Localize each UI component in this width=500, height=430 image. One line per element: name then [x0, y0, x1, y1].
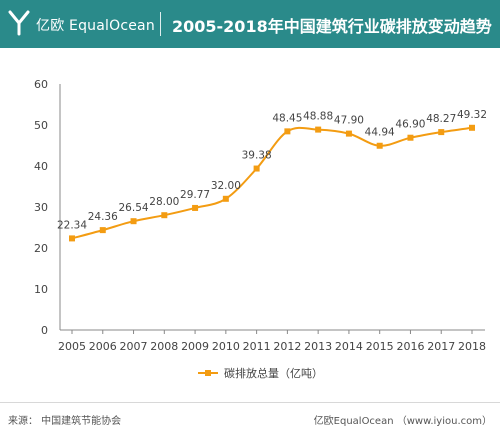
data-point: [345, 130, 352, 137]
data-label: 48.27: [426, 113, 456, 125]
data-point: [315, 126, 322, 133]
y-tick-label: 0: [41, 324, 48, 337]
equalocean-logo-icon: [8, 10, 30, 36]
data-label: 32.00: [211, 180, 241, 192]
data-label: 24.36: [88, 211, 118, 223]
data-point: [99, 227, 106, 234]
data-label: 48.45: [272, 112, 302, 124]
source-note: 来源： 中国建筑节能协会: [8, 416, 122, 427]
header-divider: [160, 12, 161, 36]
data-point: [284, 128, 291, 135]
data-label: 26.54: [119, 202, 149, 214]
x-tick-label: 2012: [273, 340, 301, 353]
data-label: 44.94: [365, 127, 395, 139]
chart-title: 2005-2018年中国建筑行业碳排放变动趋势: [172, 17, 492, 36]
x-tick-label: 2007: [120, 340, 148, 353]
y-tick-label: 20: [34, 242, 48, 255]
legend: 碳排放总量（亿吨）: [198, 366, 323, 380]
data-label: 22.34: [57, 219, 87, 231]
data-label: 46.90: [395, 119, 425, 131]
x-tick-label: 2006: [89, 340, 117, 353]
x-tick-label: 2016: [396, 340, 424, 353]
brand-name: 亿欧 EqualOcean: [36, 18, 155, 34]
y-tick-label: 30: [34, 201, 48, 214]
data-point: [130, 218, 137, 225]
data-label: 47.90: [334, 115, 364, 127]
x-tick-label: 2008: [150, 340, 178, 353]
data-label: 48.88: [303, 111, 333, 123]
y-tick-label: 10: [34, 283, 48, 296]
y-tick-label: 60: [34, 78, 48, 91]
data-label: 49.32: [457, 109, 487, 121]
x-tick-label: 2014: [335, 340, 363, 353]
data-label: 29.77: [180, 189, 210, 201]
x-tick-label: 2009: [181, 340, 209, 353]
data-point: [438, 129, 445, 136]
data-point: [253, 165, 260, 172]
x-tick-label: 2015: [366, 340, 394, 353]
x-tick-label: 2018: [458, 340, 486, 353]
data-point: [192, 204, 199, 211]
y-axis: 0 10 20 30 40 50 60: [34, 78, 61, 337]
data-point: [161, 212, 168, 219]
data-point: [69, 235, 75, 242]
data-label: 39.38: [242, 150, 272, 162]
data-point: [222, 195, 229, 202]
data-point: [407, 134, 414, 141]
x-tick-label: 2005: [58, 340, 86, 353]
x-tick-label: 2010: [212, 340, 240, 353]
y-tick-label: 50: [34, 119, 48, 132]
legend-label: 碳排放总量（亿吨）: [224, 366, 323, 380]
header-bar: 亿欧 EqualOcean 2005-2018年中国建筑行业碳排放变动趋势: [0, 0, 500, 48]
data-point: [469, 124, 475, 131]
data-point: [376, 142, 383, 149]
legend-swatch-marker: [205, 370, 211, 376]
x-axis: 2005 2006 2007 2008 2009 2010 2011 2012 2013 2014…: [58, 329, 486, 353]
data-label: 28.00: [149, 196, 179, 208]
footer-divider: [0, 402, 500, 403]
y-tick-label: 40: [34, 160, 48, 173]
credit-note: 亿欧EqualOcean （www.iyiou.com）: [313, 416, 492, 427]
x-tick-label: 2013: [304, 340, 332, 353]
x-tick-label: 2017: [427, 340, 455, 353]
x-tick-label: 2011: [243, 340, 271, 353]
